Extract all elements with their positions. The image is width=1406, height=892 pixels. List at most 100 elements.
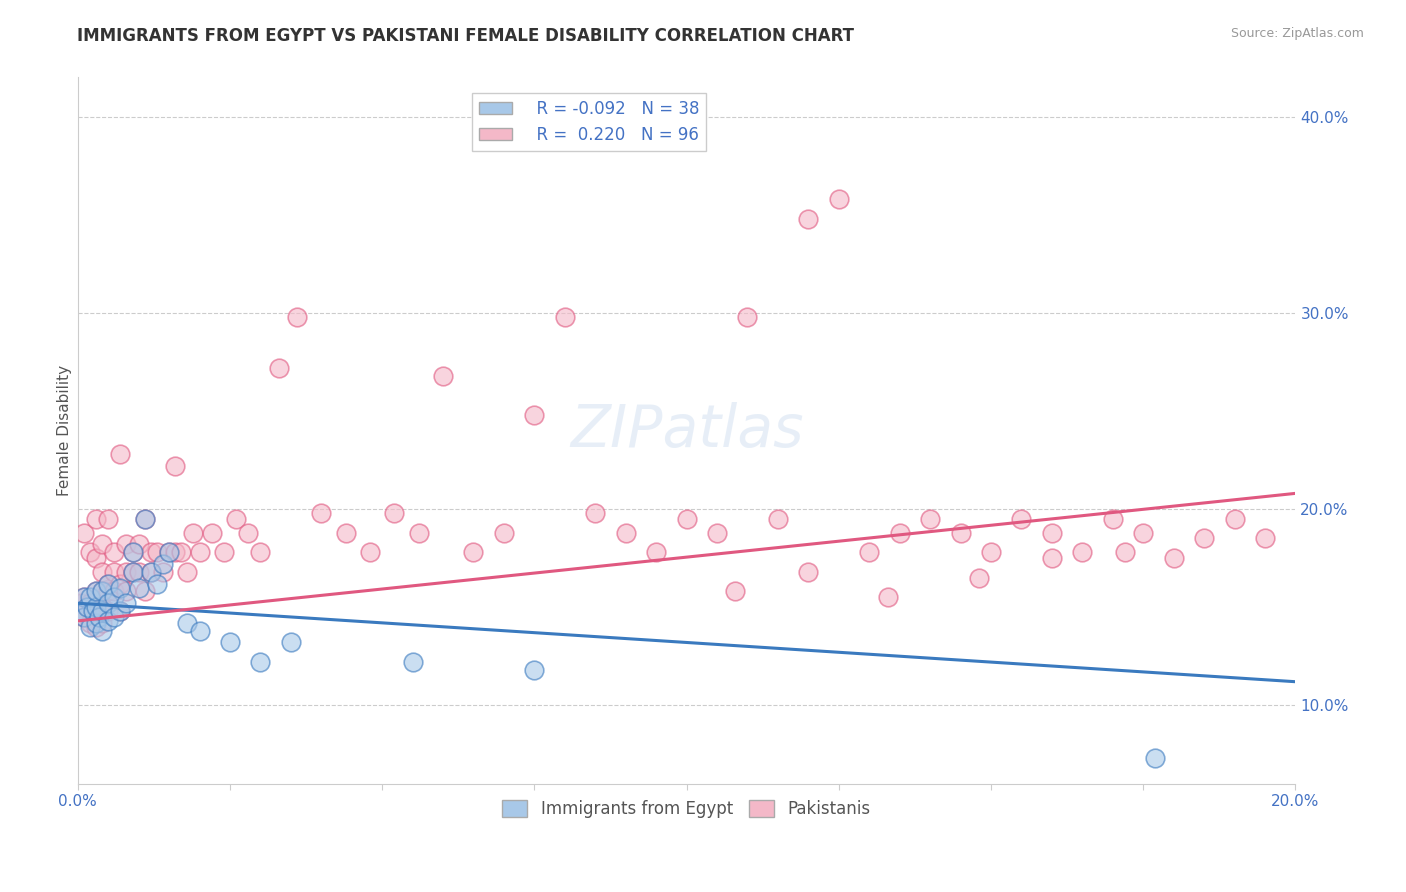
- Y-axis label: Female Disability: Female Disability: [58, 365, 72, 496]
- Point: [152, 557, 174, 571]
- Point: [176, 615, 198, 630]
- Point: [766, 512, 789, 526]
- Point: [134, 584, 156, 599]
- Point: [1223, 512, 1246, 526]
- Point: [110, 576, 132, 591]
- Point: [87, 610, 110, 624]
- Point: [91, 584, 114, 599]
- Point: [1101, 512, 1123, 526]
- Point: [183, 525, 205, 540]
- Point: [103, 610, 125, 624]
- Point: [84, 600, 107, 615]
- Point: [91, 537, 114, 551]
- Point: [79, 620, 101, 634]
- Point: [724, 584, 747, 599]
- Point: [139, 565, 162, 579]
- Point: [432, 368, 454, 383]
- Point: [146, 576, 169, 591]
- Point: [110, 604, 132, 618]
- Point: [1163, 551, 1185, 566]
- Point: [706, 525, 728, 540]
- Point: [889, 525, 911, 540]
- Point: [165, 458, 187, 473]
- Point: [91, 584, 114, 599]
- Text: Source: ZipAtlas.com: Source: ZipAtlas.com: [1230, 27, 1364, 40]
- Point: [97, 512, 120, 526]
- Point: [737, 310, 759, 324]
- Point: [828, 192, 851, 206]
- Point: [249, 655, 271, 669]
- Point: [139, 545, 162, 559]
- Point: [188, 545, 211, 559]
- Point: [463, 545, 485, 559]
- Point: [97, 584, 120, 599]
- Point: [91, 615, 114, 630]
- Point: [967, 571, 990, 585]
- Point: [980, 545, 1002, 559]
- Point: [115, 596, 138, 610]
- Point: [797, 211, 820, 226]
- Point: [128, 537, 150, 551]
- Point: [76, 600, 98, 615]
- Point: [170, 545, 193, 559]
- Point: [79, 596, 101, 610]
- Point: [84, 512, 107, 526]
- Point: [73, 525, 96, 540]
- Point: [97, 604, 120, 618]
- Point: [201, 525, 224, 540]
- Point: [382, 506, 405, 520]
- Point: [91, 600, 114, 615]
- Point: [121, 565, 143, 579]
- Point: [73, 591, 96, 605]
- Point: [84, 615, 107, 630]
- Point: [97, 614, 120, 628]
- Point: [97, 596, 120, 610]
- Point: [134, 512, 156, 526]
- Point: [110, 447, 132, 461]
- Legend: Immigrants from Egypt, Pakistanis: Immigrants from Egypt, Pakistanis: [495, 793, 877, 825]
- Point: [110, 581, 132, 595]
- Point: [675, 512, 697, 526]
- Point: [121, 545, 143, 559]
- Point: [219, 635, 242, 649]
- Point: [146, 545, 169, 559]
- Point: [82, 604, 104, 618]
- Point: [128, 581, 150, 595]
- Point: [157, 545, 180, 559]
- Point: [188, 624, 211, 638]
- Point: [82, 604, 104, 618]
- Point: [157, 545, 180, 559]
- Point: [79, 545, 101, 559]
- Point: [645, 545, 668, 559]
- Point: [69, 604, 91, 618]
- Point: [1254, 532, 1277, 546]
- Point: [212, 545, 235, 559]
- Point: [79, 591, 101, 605]
- Text: ZIPatlas: ZIPatlas: [569, 402, 803, 459]
- Text: IMMIGRANTS FROM EGYPT VS PAKISTANI FEMALE DISABILITY CORRELATION CHART: IMMIGRANTS FROM EGYPT VS PAKISTANI FEMAL…: [77, 27, 855, 45]
- Point: [103, 545, 125, 559]
- Point: [285, 310, 308, 324]
- Point: [165, 545, 187, 559]
- Point: [139, 565, 162, 579]
- Point: [797, 565, 820, 579]
- Point: [267, 360, 290, 375]
- Point: [614, 525, 637, 540]
- Point: [79, 615, 101, 630]
- Point: [1011, 512, 1033, 526]
- Point: [523, 408, 546, 422]
- Point: [1192, 532, 1215, 546]
- Point: [115, 537, 138, 551]
- Point: [492, 525, 515, 540]
- Point: [69, 596, 91, 610]
- Point: [1071, 545, 1094, 559]
- Point: [76, 600, 98, 615]
- Point: [115, 584, 138, 599]
- Point: [238, 525, 260, 540]
- Point: [523, 663, 546, 677]
- Point: [401, 655, 423, 669]
- Point: [176, 565, 198, 579]
- Point: [225, 512, 247, 526]
- Point: [84, 551, 107, 566]
- Point: [69, 604, 91, 618]
